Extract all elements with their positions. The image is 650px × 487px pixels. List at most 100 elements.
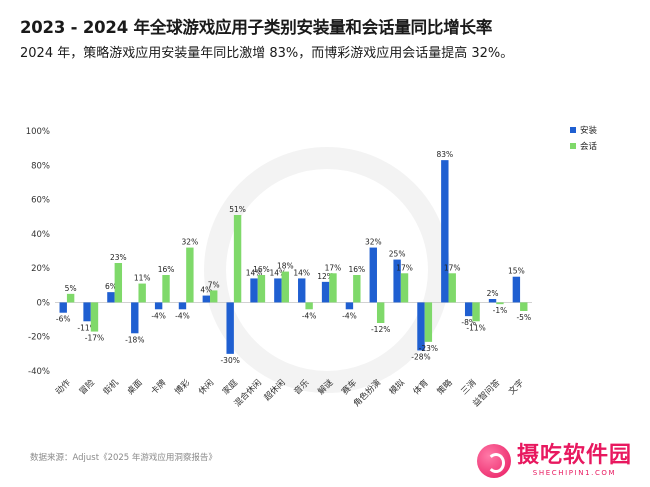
y-tick-label: 80% (31, 161, 50, 171)
data-label: -28% (411, 352, 430, 361)
bar-installs (83, 302, 91, 322)
bar-sessions (162, 275, 170, 303)
legend-label: 安装 (580, 125, 598, 136)
bar-sessions (90, 302, 99, 332)
bar-installs (59, 302, 67, 313)
bar-sessions (186, 247, 194, 303)
data-label: -6% (56, 315, 71, 324)
bar-sessions (496, 302, 504, 305)
data-label: -11% (77, 323, 96, 332)
logo-domain: SHECHIPIN1.COM (532, 469, 617, 477)
logo-name: 摄吃软件园 (516, 443, 632, 468)
data-label: -30% (220, 356, 239, 365)
y-tick-label: -20% (28, 333, 50, 343)
data-label: 83% (436, 150, 453, 159)
bar-installs (226, 302, 234, 354)
data-label: 15% (508, 267, 525, 276)
data-label: 14% (270, 268, 287, 277)
bar-installs (417, 302, 425, 351)
x-category-label: 卡牌 (149, 377, 169, 397)
data-label: 12% (317, 272, 334, 281)
bar-installs (369, 247, 377, 303)
bar-sessions (210, 290, 218, 303)
bar-installs (393, 259, 401, 303)
bar-installs (107, 292, 115, 303)
data-label: 2% (487, 289, 499, 298)
x-category-label: 博彩 (172, 377, 192, 397)
data-label: 18% (277, 262, 294, 271)
bar-installs (154, 302, 163, 310)
data-label: 23% (110, 253, 127, 262)
legend-label: 会话 (580, 141, 598, 152)
x-category-label: 体育 (411, 377, 431, 397)
x-category-label: 桌面 (125, 377, 145, 397)
data-label: -8% (461, 318, 476, 327)
y-tick-label: 20% (31, 264, 50, 274)
data-label: 4% (200, 286, 212, 295)
bar-installs (345, 302, 354, 310)
data-label: -4% (342, 311, 357, 320)
data-label: -18% (125, 335, 144, 344)
bar-sessions (400, 273, 409, 303)
bar-sessions (329, 273, 337, 303)
bar-sessions (353, 275, 361, 303)
x-category-label: 冒险 (77, 377, 97, 397)
data-label: 17% (325, 263, 342, 272)
data-label: -4% (175, 311, 190, 320)
watermark-ring (204, 147, 450, 393)
data-label: 17% (444, 263, 461, 272)
y-tick-label: 60% (31, 196, 50, 206)
y-tick-label: 0% (37, 298, 51, 308)
y-tick-label: 40% (31, 230, 50, 240)
bar-installs (298, 278, 306, 303)
bar-sessions (66, 293, 75, 303)
bar-sessions (448, 273, 456, 303)
data-label: 14% (293, 268, 310, 277)
bar-sessions (281, 271, 289, 303)
bar-installs (131, 302, 139, 334)
data-label: -4% (151, 311, 166, 320)
x-category-label: 策略 (435, 377, 455, 397)
data-label: -11% (466, 323, 485, 332)
bar-sessions (305, 302, 313, 310)
site-logo: 摄吃软件园 SHECHIPIN1.COM (476, 443, 632, 478)
bar-installs (178, 302, 187, 310)
data-label: 7% (208, 280, 220, 289)
x-category-label: 文字 (506, 377, 526, 397)
x-category-label: 三消 (459, 377, 479, 397)
legend-swatch (570, 127, 576, 133)
bar-sessions (376, 302, 385, 323)
data-label: 17% (396, 263, 413, 272)
bar-sessions (520, 302, 528, 311)
bar-sessions (472, 302, 480, 322)
data-label: -1% (493, 306, 508, 315)
data-label: 5% (65, 284, 77, 293)
y-tick-label: 100% (26, 127, 50, 137)
bar-installs (321, 281, 330, 303)
x-category-label: 模拟 (387, 377, 407, 397)
data-label: -23% (419, 344, 438, 353)
data-label: 16% (158, 265, 175, 274)
bar-installs (464, 302, 473, 317)
x-category-label: 家庭 (220, 377, 240, 397)
data-label: 32% (182, 238, 199, 247)
data-label: 51% (229, 205, 246, 214)
bar-installs (441, 160, 449, 303)
data-label: 14% (246, 268, 263, 277)
bar-installs (488, 299, 497, 303)
data-label: -5% (516, 313, 531, 322)
x-category-label: 益智问答 (471, 377, 503, 409)
legend-swatch (570, 143, 576, 149)
data-label: 16% (253, 265, 270, 274)
bar-installs (512, 276, 521, 303)
data-label: -4% (302, 311, 317, 320)
bar-sessions (424, 302, 433, 342)
bar-installs (274, 278, 282, 303)
data-label: 11% (134, 274, 151, 283)
bar-sessions (257, 275, 266, 303)
chart-title: 2023 - 2024 年全球游戏应用子类别安装量和会话量同比增长率 (20, 18, 493, 37)
data-label: 25% (389, 250, 406, 259)
logo-icon (476, 444, 511, 478)
data-label: -12% (371, 325, 390, 334)
